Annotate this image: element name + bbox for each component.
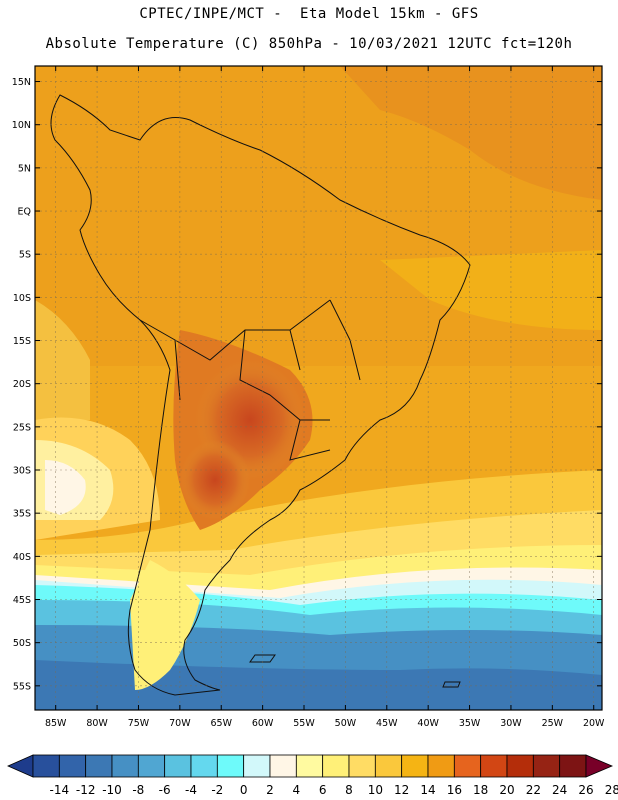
- colorbar-swatch: [295, 754, 324, 778]
- colorbar-label: -2: [211, 783, 223, 797]
- colorbar-swatch: [243, 754, 271, 778]
- colorbar-label: -12: [76, 783, 96, 797]
- colorbar-label: 12: [394, 783, 409, 797]
- temperature-field: [35, 66, 602, 710]
- chart-title-line-1: CPTEC/INPE/MCT - Eta Model 15km - GFS: [139, 6, 479, 22]
- colorbar-swatch: [427, 754, 455, 778]
- colorbar-swatch: [269, 754, 297, 778]
- colorbar-swatch: [164, 754, 192, 778]
- colorbar-label: 10: [368, 783, 383, 797]
- colorbar-swatch: [559, 754, 587, 778]
- colorbar-label: 20: [499, 783, 514, 797]
- lon-tick-label: 35W: [459, 718, 481, 729]
- colorbar-swatch: [401, 754, 429, 778]
- colorbar-label: 22: [526, 783, 541, 797]
- colorbar-swatch: [111, 754, 139, 778]
- lon-tick-label: 80W: [86, 718, 108, 729]
- lat-tick-label: 20S: [13, 379, 31, 390]
- lat-tick-label: EQ: [18, 207, 31, 218]
- colorbar-label: 16: [447, 783, 462, 797]
- colorbar-swatch: [453, 754, 482, 778]
- lon-tick-label: 65W: [210, 718, 232, 729]
- coastline: [50, 94, 471, 696]
- lon-tick-label: 40W: [417, 718, 439, 729]
- colorbar-label: 6: [319, 783, 327, 797]
- colorbar-label: -8: [132, 783, 144, 797]
- lat-tick-label: 5N: [18, 163, 31, 174]
- lon-tick-label: 70W: [169, 718, 191, 729]
- map-frame: [34, 65, 603, 711]
- colorbar-arrow-high: [585, 754, 614, 778]
- lon-tick-label: 75W: [128, 718, 150, 729]
- colorbar-label: 14: [420, 783, 435, 797]
- colorbar-label: 0: [240, 783, 248, 797]
- colorbar-swatch: [480, 754, 508, 778]
- lon-tick-label: 30W: [500, 718, 522, 729]
- lon-tick-label: 45W: [376, 718, 398, 729]
- colorbar-swatch: [532, 754, 561, 778]
- lat-tick-label: 30S: [13, 466, 31, 477]
- lon-tick-label: 50W: [335, 718, 357, 729]
- colorbar-swatch: [506, 754, 534, 778]
- colorbar-label: 24: [552, 783, 567, 797]
- colorbar-swatch: [58, 754, 87, 778]
- colorbar-swatch: [374, 754, 403, 778]
- colorbar-swatch: [190, 754, 218, 778]
- colorbar-label: -6: [159, 783, 171, 797]
- map-gridlines: [35, 66, 602, 710]
- lat-tick-label: 5S: [19, 250, 31, 261]
- colorbar-swatch: [137, 754, 166, 778]
- colorbar-label: -10: [102, 783, 122, 797]
- lat-tick-label: 15S: [13, 336, 31, 347]
- lon-tick-label: 55W: [293, 718, 315, 729]
- lat-tick-label: 35S: [13, 509, 31, 520]
- colorbar: -14 -12 -10 -8 -6 -4 -2 0 2 4 6 8 10 12 14 16 18 20 22 24 26…: [7, 754, 618, 797]
- colorbar-swatch: [85, 754, 113, 778]
- colorbar-label: -14: [50, 783, 70, 797]
- colorbar-swatch: [322, 754, 350, 778]
- lat-tick-label: 25S: [13, 422, 31, 433]
- chart-title-line-2: Absolute Temperature (C) 850hPa - 10/03/…: [45, 36, 573, 52]
- longitude-axis: 85W 80W 75W 70W 65W 60W 55W 50W 45W 40W 35W 30W 25W 2…: [45, 66, 605, 729]
- colorbar-label: 2: [266, 783, 274, 797]
- colorbar-label: 26: [578, 783, 593, 797]
- lat-tick-label: 15N: [12, 77, 31, 88]
- lat-tick-label: 10N: [12, 120, 31, 131]
- lon-tick-label: 25W: [542, 718, 564, 729]
- lat-tick-label: 55S: [13, 681, 31, 692]
- colorbar-label: 8: [345, 783, 353, 797]
- colorbar-swatch: [216, 754, 245, 778]
- lat-tick-label: 45S: [13, 595, 31, 606]
- lat-tick-label: 50S: [13, 638, 31, 649]
- lat-tick-label: 10S: [13, 293, 31, 304]
- colorbar-label: 18: [473, 783, 488, 797]
- lon-tick-label: 60W: [252, 718, 274, 729]
- colorbar-swatch: [32, 754, 60, 778]
- lon-tick-label: 20W: [583, 718, 605, 729]
- latitude-axis: 15N 10N 5N EQ 5S 10S 15S 20S 25S 30S 35S 40S 45S 50S 5…: [12, 77, 602, 692]
- colorbar-label: 28: [605, 783, 618, 797]
- colorbar-arrow-low: [7, 754, 34, 778]
- lon-tick-label: 85W: [45, 718, 67, 729]
- colorbar-label: -4: [185, 783, 197, 797]
- lat-tick-label: 40S: [13, 552, 31, 563]
- colorbar-label: 4: [293, 783, 301, 797]
- colorbar-swatch: [348, 754, 376, 778]
